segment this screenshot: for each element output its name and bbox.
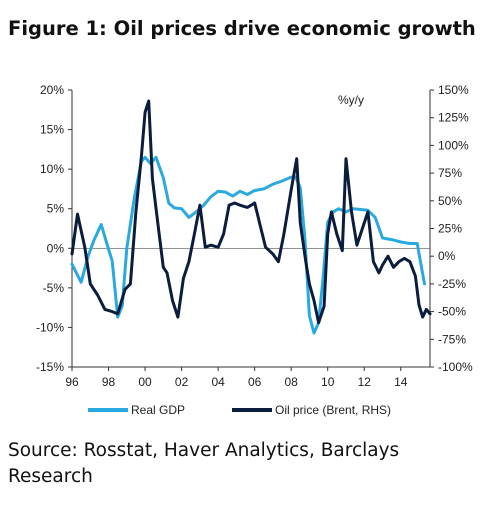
figure-title: Figure 1: Oil prices drive economic grow… xyxy=(8,17,476,40)
left-tick-label: 0% xyxy=(47,241,65,255)
x-tick-label: 00 xyxy=(138,375,152,389)
labels-layer: 20%15%10%5%0%-5%-10%-15%150%125%100%75%5… xyxy=(36,83,473,389)
x-tick-label: 08 xyxy=(285,375,299,389)
source-note: Source: Rosstat, Haver Analytics, Barcla… xyxy=(8,440,400,487)
right-tick-label: 50% xyxy=(438,194,462,208)
x-tick-label: 04 xyxy=(211,375,225,389)
legend-label-gdp: Real GDP xyxy=(131,403,185,417)
right-tick-label: -100% xyxy=(438,360,473,374)
left-tick-label: 20% xyxy=(40,83,64,97)
x-tick-label: 10 xyxy=(321,375,335,389)
series-oil-price-line xyxy=(70,99,432,325)
x-tick-label: 98 xyxy=(102,375,116,389)
right-tick-label: -75% xyxy=(438,332,466,346)
series-layer xyxy=(70,99,432,335)
right-tick-label: 150% xyxy=(438,83,469,97)
right-tick-label: -25% xyxy=(438,277,466,291)
left-tick-label: -5% xyxy=(43,281,65,295)
left-tick-label: 5% xyxy=(47,202,65,216)
x-tick-label: 06 xyxy=(248,375,262,389)
legend: Real GDP Oil price (Brent, RHS) xyxy=(88,403,391,417)
x-tick-label: 02 xyxy=(175,375,189,389)
right-tick-label: -50% xyxy=(438,305,466,319)
right-tick-label: 25% xyxy=(438,222,462,236)
right-tick-label: 125% xyxy=(438,111,469,125)
legend-label-oil: Oil price (Brent, RHS) xyxy=(275,403,391,417)
x-tick-label: 14 xyxy=(394,375,408,389)
left-tick-label: -10% xyxy=(36,320,64,334)
left-tick-label: 10% xyxy=(40,162,64,176)
series-real-gdp-line xyxy=(70,155,426,335)
x-tick-label: 96 xyxy=(65,375,79,389)
right-tick-label: 0% xyxy=(438,249,456,263)
oil-gdp-line-chart: 20%15%10%5%0%-5%-10%-15%150%125%100%75%5… xyxy=(36,83,473,417)
left-tick-label: -15% xyxy=(36,360,64,374)
unit-annotation: %y/y xyxy=(338,93,364,107)
right-tick-label: 100% xyxy=(438,138,469,152)
x-tick-label: 12 xyxy=(358,375,372,389)
right-tick-label: 75% xyxy=(438,166,462,180)
left-tick-label: 15% xyxy=(40,123,64,137)
